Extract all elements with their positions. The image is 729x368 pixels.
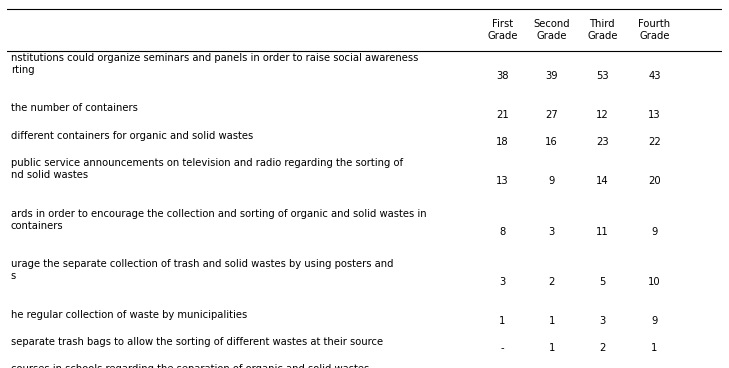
Text: public service announcements on television and radio regarding the sorting of
nd: public service announcements on televisi… <box>11 158 403 180</box>
Text: the number of containers: the number of containers <box>11 103 138 113</box>
Text: -: - <box>501 343 504 353</box>
Text: 1: 1 <box>548 343 555 353</box>
Text: 39: 39 <box>545 71 558 81</box>
Text: Third
Grade: Third Grade <box>587 19 617 40</box>
Text: 1: 1 <box>652 343 658 353</box>
Text: 11: 11 <box>596 227 609 237</box>
Text: 38: 38 <box>496 71 509 81</box>
Text: 43: 43 <box>648 71 660 81</box>
Text: 13: 13 <box>496 176 509 186</box>
Text: ards in order to encourage the collection and sorting of organic and solid waste: ards in order to encourage the collectio… <box>11 209 426 231</box>
Text: 21: 21 <box>496 110 509 120</box>
Text: 3: 3 <box>499 277 505 287</box>
Text: 3: 3 <box>548 227 555 237</box>
Text: 16: 16 <box>545 137 558 147</box>
Text: 12: 12 <box>596 110 609 120</box>
Text: 8: 8 <box>499 227 505 237</box>
Text: 22: 22 <box>648 137 661 147</box>
Text: 1: 1 <box>548 316 555 326</box>
Text: 1: 1 <box>499 316 506 326</box>
Text: 27: 27 <box>545 110 558 120</box>
Text: 14: 14 <box>596 176 609 186</box>
Text: courses in schools regarding the separation of organic and solid wastes: courses in schools regarding the separat… <box>11 364 369 368</box>
Text: 5: 5 <box>599 277 606 287</box>
Text: he regular collection of waste by municipalities: he regular collection of waste by munici… <box>11 309 247 319</box>
Text: 13: 13 <box>648 110 661 120</box>
Text: 23: 23 <box>596 137 609 147</box>
Text: First
Grade: First Grade <box>487 19 518 40</box>
Text: nstitutions could organize seminars and panels in order to raise social awarenes: nstitutions could organize seminars and … <box>11 53 418 75</box>
Text: 2: 2 <box>599 343 606 353</box>
Text: 2: 2 <box>548 277 555 287</box>
Text: 9: 9 <box>652 316 658 326</box>
Text: 9: 9 <box>548 176 555 186</box>
Text: separate trash bags to allow the sorting of different wastes at their source: separate trash bags to allow the sorting… <box>11 337 383 347</box>
Text: 3: 3 <box>599 316 606 326</box>
Text: Second
Grade: Second Grade <box>534 19 570 40</box>
Text: 9: 9 <box>652 227 658 237</box>
Text: Fourth
Grade: Fourth Grade <box>639 19 671 40</box>
Text: 20: 20 <box>648 176 661 186</box>
Text: urage the separate collection of trash and solid wastes by using posters and
s: urage the separate collection of trash a… <box>11 259 394 282</box>
Text: 10: 10 <box>648 277 661 287</box>
Text: 53: 53 <box>596 71 609 81</box>
Text: 18: 18 <box>496 137 509 147</box>
Text: different containers for organic and solid wastes: different containers for organic and sol… <box>11 131 253 141</box>
